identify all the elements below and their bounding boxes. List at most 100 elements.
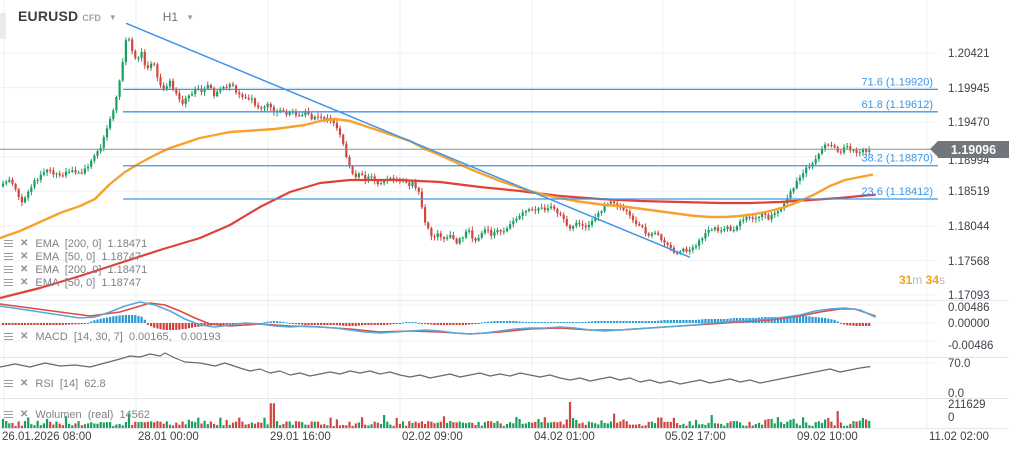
volume-bar xyxy=(641,425,644,428)
volume-bar xyxy=(647,421,650,428)
volume-bar xyxy=(55,421,58,428)
volume-bar xyxy=(351,425,354,428)
candle-body xyxy=(477,237,480,241)
macd-hist-bar xyxy=(427,323,430,325)
volume-bar xyxy=(307,424,310,428)
macd-hist-bar xyxy=(638,321,641,323)
indicator-close-icon[interactable]: ✕ xyxy=(20,330,29,342)
candle-body xyxy=(146,65,149,68)
candle-body xyxy=(392,177,395,180)
volume-bar xyxy=(805,422,808,428)
volume-bar xyxy=(613,413,616,428)
candle-body xyxy=(590,220,594,225)
candle-body xyxy=(468,230,471,232)
indicator-close-icon[interactable]: ✕ xyxy=(20,250,29,262)
indicator-settings-icon[interactable] xyxy=(4,332,13,341)
indicator-settings-icon[interactable] xyxy=(4,265,13,274)
volume-bar xyxy=(751,425,754,428)
candle-body xyxy=(814,159,817,164)
macd-hist-bar xyxy=(609,321,612,323)
macd-axis-label: -0.00486 xyxy=(948,340,993,352)
candle-body xyxy=(757,217,761,218)
candle-body xyxy=(830,145,833,146)
indicator-settings-icon[interactable] xyxy=(4,278,13,287)
volume-bar xyxy=(115,424,118,428)
macd-hist-bar xyxy=(458,323,461,325)
indicator-settings-icon[interactable] xyxy=(4,379,13,388)
macd-hist-bar xyxy=(320,323,323,325)
timeframe-chevron-down-icon[interactable]: ▼ xyxy=(186,13,195,22)
volume-bar xyxy=(285,421,288,428)
volume-bar xyxy=(389,424,392,428)
macd-hist-bar xyxy=(228,323,231,325)
macd-hist-bar xyxy=(269,321,272,323)
macd-hist-bar xyxy=(546,322,549,323)
candle-body xyxy=(543,207,546,211)
volume-bar xyxy=(638,423,641,428)
candle-body xyxy=(657,232,660,235)
indicator-close-icon[interactable]: ✕ xyxy=(20,237,29,249)
candle-body xyxy=(802,173,805,178)
macd-hist-bar xyxy=(698,319,701,323)
volume-bar xyxy=(36,420,39,428)
volume-bar xyxy=(849,423,852,428)
volume-bar xyxy=(461,422,464,428)
candle-body xyxy=(609,201,612,204)
volume-bar xyxy=(616,422,619,428)
macd-hist-bar xyxy=(786,316,789,323)
macd-hist-bar xyxy=(146,323,149,325)
volume-bar xyxy=(779,422,783,428)
volume-bar xyxy=(269,403,272,428)
candle-countdown: 31m 34s xyxy=(872,273,945,287)
macd-hist-bar xyxy=(559,322,562,323)
indicator-row-volume: ✕ Wolumen (real) 14562 xyxy=(4,408,150,421)
indicator-close-icon[interactable]: ✕ xyxy=(20,263,29,275)
volume-bar xyxy=(433,423,436,428)
volume-bar xyxy=(858,420,861,428)
macd-hist-bar xyxy=(33,323,36,325)
fib-level-label: 23.6 (1.18412) xyxy=(861,186,933,198)
macd-hist-bar xyxy=(861,323,864,326)
volume-bar xyxy=(14,425,17,428)
volume-bar xyxy=(509,422,512,428)
indicator-settings-icon[interactable] xyxy=(4,239,13,248)
volume-bar xyxy=(33,425,36,428)
candle-body xyxy=(313,116,316,120)
candle-body xyxy=(676,252,679,254)
macd-hist-bar xyxy=(679,320,682,323)
candle-body xyxy=(367,176,370,181)
volume-bar xyxy=(540,422,543,428)
ema-200-line xyxy=(0,178,877,300)
volume-bar xyxy=(499,423,502,428)
volume-bar xyxy=(786,421,789,428)
macd-hist-bar xyxy=(5,323,8,325)
candle-body xyxy=(93,155,96,161)
volume-bar xyxy=(127,413,131,428)
macd-hist-bar xyxy=(688,320,691,323)
symbol-chevron-down-icon[interactable]: ▼ xyxy=(108,13,117,22)
candle-body xyxy=(304,111,307,116)
macd-hist-bar xyxy=(842,323,846,325)
indicator-close-icon[interactable]: ✕ xyxy=(20,408,29,420)
candle-body xyxy=(487,229,490,231)
volume-bar xyxy=(543,417,546,428)
indicator-settings-icon[interactable] xyxy=(4,252,13,261)
indicator-label: EMA [50, 0] xyxy=(35,276,96,289)
candle-body xyxy=(127,39,131,41)
indicator-label: Wolumen (real) xyxy=(35,408,114,421)
candle-body xyxy=(572,226,575,229)
timeframe-label[interactable]: H1 xyxy=(162,10,179,24)
chart-edge-strip xyxy=(0,13,6,39)
indicator-close-icon[interactable]: ✕ xyxy=(20,276,29,288)
volume-bar xyxy=(600,420,603,428)
volume-bar xyxy=(846,425,849,428)
volume-bar xyxy=(458,421,461,428)
candle-body xyxy=(512,220,515,225)
macd-hist-bar xyxy=(105,317,109,323)
indicator-settings-icon[interactable] xyxy=(4,410,13,419)
macd-hist-bar xyxy=(827,318,830,323)
indicator-close-icon[interactable]: ✕ xyxy=(20,377,29,389)
candle-body xyxy=(175,89,178,94)
macd-hist-bar xyxy=(420,323,423,324)
